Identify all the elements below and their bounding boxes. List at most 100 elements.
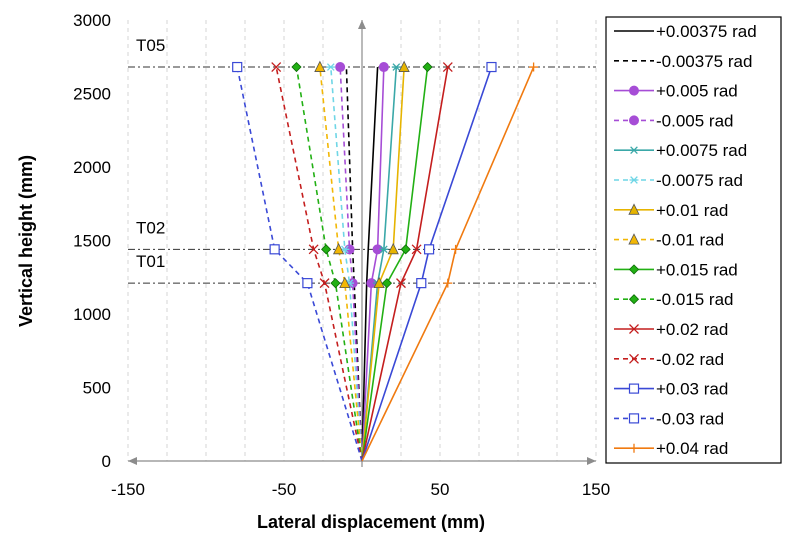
x-axis-arrow-left bbox=[128, 457, 137, 465]
marker-diamond bbox=[321, 244, 332, 255]
marker-plus bbox=[443, 278, 453, 288]
series-line bbox=[361, 66, 493, 462]
marker-triangle bbox=[398, 60, 410, 72]
marker-x bbox=[396, 278, 406, 289]
legend-label: -0.01 rad bbox=[656, 231, 724, 250]
legend-entry: -0.005 rad bbox=[614, 111, 734, 130]
series-line bbox=[361, 66, 379, 462]
marker-square bbox=[269, 244, 280, 255]
marker-diamond bbox=[628, 264, 640, 275]
marker-triangle bbox=[373, 276, 385, 289]
marker-star bbox=[326, 63, 336, 71]
y-tick-label: 1000 bbox=[73, 305, 111, 324]
legend-label: -0.0075 rad bbox=[656, 171, 743, 190]
series-line bbox=[361, 66, 449, 462]
series-group bbox=[314, 60, 363, 462]
marker-triangle bbox=[628, 203, 640, 215]
legend-entry: +0.04 rad bbox=[614, 439, 728, 458]
marker-square bbox=[628, 383, 640, 394]
legend-label: +0.04 rad bbox=[656, 439, 728, 458]
series-line bbox=[339, 66, 363, 462]
legend-entry: +0.00375 rad bbox=[614, 22, 757, 41]
series-group bbox=[361, 60, 410, 462]
legend-label: -0.02 rad bbox=[656, 350, 724, 369]
y-tick-label: 2000 bbox=[73, 158, 111, 177]
y-tick-label: 500 bbox=[83, 379, 111, 398]
series-group bbox=[326, 63, 363, 462]
legend-entry: +0.03 rad bbox=[614, 380, 728, 399]
series-line bbox=[361, 66, 405, 462]
marker-x bbox=[442, 62, 453, 72]
legend-label: +0.015 rad bbox=[656, 260, 738, 279]
marker-x bbox=[271, 62, 282, 72]
legend-entry: +0.0075 rad bbox=[614, 141, 747, 160]
x-tick-label: -150 bbox=[111, 480, 145, 499]
marker-triangle bbox=[387, 242, 399, 255]
legend-entry: +0.015 rad bbox=[614, 260, 738, 279]
y-axis-arrow bbox=[358, 20, 366, 29]
series-line bbox=[361, 67, 385, 462]
series-line bbox=[275, 66, 363, 462]
reference-line-label: T01 bbox=[136, 252, 165, 271]
series-group bbox=[335, 62, 363, 462]
reference-line-label: T05 bbox=[136, 36, 165, 55]
series-group bbox=[232, 61, 363, 462]
marker-circle bbox=[629, 85, 639, 96]
legend-entry: -0.015 rad bbox=[614, 290, 734, 309]
marker-x bbox=[308, 244, 319, 255]
y-tick-label: 2500 bbox=[73, 85, 111, 104]
marker-triangle bbox=[314, 60, 326, 72]
marker-square bbox=[628, 413, 640, 424]
marker-diamond bbox=[400, 244, 411, 255]
series-group bbox=[271, 62, 363, 462]
series-group bbox=[361, 66, 379, 462]
legend-label: +0.005 rad bbox=[656, 82, 738, 101]
legend-entry: -0.02 rad bbox=[614, 350, 724, 369]
series-group bbox=[291, 61, 363, 462]
series-line bbox=[295, 66, 363, 462]
marker-x bbox=[629, 324, 639, 334]
legend-label: -0.005 rad bbox=[656, 111, 734, 130]
legend-entry: +0.005 rad bbox=[614, 82, 738, 101]
y-tick-label: 0 bbox=[102, 452, 111, 471]
legend-entry: -0.0075 rad bbox=[614, 171, 743, 190]
y-axis-title: Vertical height (mm) bbox=[16, 155, 36, 327]
marker-star bbox=[391, 63, 401, 71]
reference-line-label: T02 bbox=[136, 218, 165, 237]
legend-label: -0.015 rad bbox=[656, 290, 734, 309]
series-line bbox=[361, 66, 535, 462]
marker-diamond bbox=[291, 61, 302, 73]
series-group bbox=[361, 62, 453, 462]
series-group bbox=[361, 62, 389, 462]
reference-lines: T05 T02 T01 bbox=[128, 36, 596, 284]
y-tick-label: 1500 bbox=[73, 232, 111, 251]
marker-square bbox=[486, 61, 497, 73]
marker-circle bbox=[335, 62, 346, 73]
x-tick-label: -50 bbox=[272, 480, 297, 499]
marker-star bbox=[629, 176, 639, 184]
marker-triangle bbox=[628, 233, 640, 245]
legend-label: +0.02 rad bbox=[656, 320, 728, 339]
series-line bbox=[345, 67, 363, 462]
marker-diamond bbox=[381, 278, 393, 289]
legend-label: +0.00375 rad bbox=[656, 22, 757, 41]
legend-entry: -0.03 rad bbox=[614, 409, 724, 428]
series-line bbox=[236, 66, 363, 462]
marker-x bbox=[629, 353, 639, 364]
legend-label: -0.03 rad bbox=[656, 409, 724, 428]
marker-triangle bbox=[332, 242, 345, 255]
legend: +0.00375 rad -0.00375 rad +0.005 rad -0.005… bbox=[605, 16, 782, 464]
marker-star bbox=[379, 245, 389, 254]
marker-diamond bbox=[330, 278, 341, 289]
x-axis-arrow-right bbox=[587, 457, 596, 465]
series-group bbox=[345, 67, 363, 462]
marker-diamond bbox=[628, 294, 640, 305]
marker-square bbox=[416, 278, 427, 289]
legend-entry: -0.00375 rad bbox=[614, 52, 752, 71]
series-group bbox=[361, 62, 539, 462]
x-axis-title: Lateral displacement (mm) bbox=[257, 512, 485, 532]
marker-plus bbox=[529, 62, 539, 72]
x-tick-label: 50 bbox=[431, 480, 450, 499]
series-group bbox=[361, 61, 433, 462]
legend-entry: +0.01 rad bbox=[614, 201, 728, 220]
